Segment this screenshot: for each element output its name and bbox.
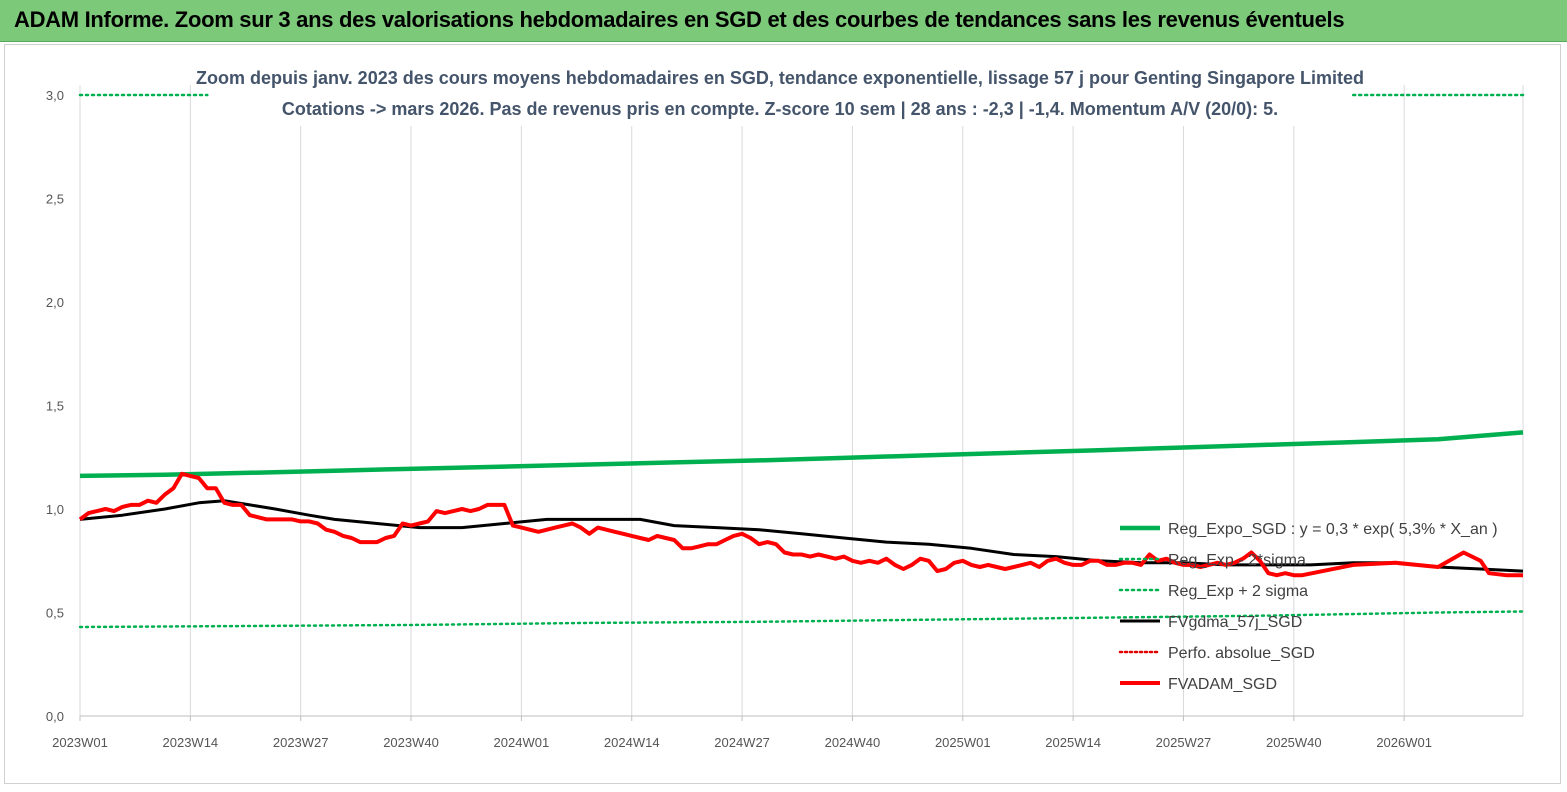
- x-tick-label: 2025W27: [1156, 735, 1212, 750]
- legend-label: Perfo. absolue_SGD: [1168, 645, 1315, 662]
- y-tick-label: 1,5: [46, 399, 64, 414]
- x-tick-label: 2024W01: [494, 735, 550, 750]
- legend-item: Reg_Exp - 2*sigma: [1118, 552, 1306, 569]
- series-reg-expo-line: [79, 430, 1524, 479]
- chart-series: [78, 93, 1525, 629]
- legend-item: Perfo. absolue_SGD: [1118, 645, 1315, 662]
- legend-label: FVgdma_57j_SGD: [1168, 614, 1302, 631]
- y-tick-label: 0,5: [46, 606, 64, 621]
- x-tick-label: 2025W40: [1266, 735, 1322, 750]
- legend-item: Reg_Exp + 2 sigma: [1118, 583, 1308, 600]
- chart-frame: [4, 44, 1561, 784]
- series-reg-exp-plus-2sigma-line: [78, 610, 1525, 629]
- x-tick-label: 2025W01: [935, 735, 991, 750]
- chart-title-line-1: Zoom depuis janv. 2023 des cours moyens …: [196, 68, 1364, 88]
- legend-label: Reg_Exp + 2 sigma: [1168, 583, 1308, 600]
- legend-item: Reg_Expo_SGD : y = 0,3 * exp( 5,3% * X_a…: [1120, 521, 1498, 538]
- y-tick-label: 0,0: [46, 709, 64, 724]
- x-tick-label: 2023W14: [163, 735, 219, 750]
- y-tick-label: 2,5: [46, 192, 64, 207]
- legend-label: Reg_Exp - 2*sigma: [1168, 552, 1306, 569]
- chart-gridlines: [79, 85, 1524, 716]
- legend-label: FVADAM_SGD: [1168, 676, 1277, 693]
- x-tick-label: 2023W27: [273, 735, 329, 750]
- x-tick-label: 2023W40: [383, 735, 439, 750]
- y-tick-label: 3,0: [46, 88, 64, 103]
- legend-item: FVgdma_57j_SGD: [1120, 614, 1302, 631]
- legend-label: Reg_Expo_SGD : y = 0,3 * exp( 5,3% * X_a…: [1168, 521, 1498, 538]
- x-tick-label: 2026W01: [1376, 735, 1432, 750]
- x-tick-label: 2024W40: [825, 735, 881, 750]
- y-tick-label: 1,0: [46, 502, 64, 517]
- chart-legend: Reg_Expo_SGD : y = 0,3 * exp( 5,3% * X_a…: [1118, 521, 1498, 693]
- series-fvgdma-line: [79, 499, 1524, 573]
- y-tick-label: 2,0: [46, 295, 64, 310]
- title-backdrop: [212, 62, 1348, 126]
- x-tick-label: 2025W14: [1045, 735, 1101, 750]
- x-tick-label: 2024W14: [604, 735, 660, 750]
- chart-title-block: Zoom depuis janv. 2023 des cours moyens …: [196, 62, 1364, 126]
- report-title: ADAM Informe. Zoom sur 3 ans des valoris…: [14, 7, 1345, 32]
- legend-item: FVADAM_SGD: [1120, 676, 1277, 693]
- x-tick-label: 2023W01: [52, 735, 108, 750]
- chart-title-line-2: Cotations -> mars 2026. Pas de revenus p…: [282, 99, 1278, 119]
- report-banner: ADAM Informe. Zoom sur 3 ans des valoris…: [0, 0, 1567, 42]
- chart-axes: 2023W01 2023W14 2023W27 2023W40 2024W01 2024W…: [46, 88, 1523, 750]
- x-tick-label: 2024W27: [714, 735, 770, 750]
